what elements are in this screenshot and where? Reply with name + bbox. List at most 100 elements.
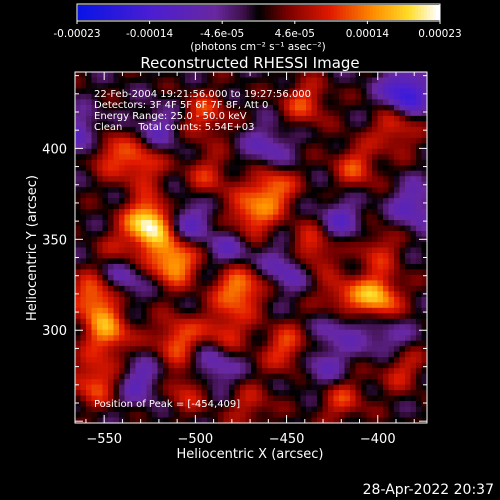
image-pixel: [196, 351, 202, 358]
image-pixel: [317, 384, 323, 391]
image-pixel: [394, 390, 400, 396]
image-pixel: [157, 291, 164, 298]
image-pixel: [234, 346, 241, 353]
image-pixel: [361, 302, 367, 309]
image-pixel: [366, 99, 373, 106]
image-pixel: [372, 395, 378, 402]
image-pixel: [218, 209, 224, 215]
image-pixel: [108, 181, 114, 188]
image-pixel: [75, 121, 81, 128]
image-pixel: [119, 406, 125, 413]
image-pixel: [416, 181, 422, 188]
image-pixel: [97, 242, 103, 248]
image-pixel: [174, 384, 180, 391]
image-pixel: [102, 313, 109, 320]
image-pixel: [421, 384, 428, 391]
image-pixel: [262, 159, 268, 166]
image-pixel: [416, 110, 422, 117]
image-pixel: [350, 395, 356, 402]
image-pixel: [306, 121, 312, 128]
image-pixel: [295, 373, 301, 380]
image-pixel: [394, 252, 400, 259]
image-pixel: [273, 192, 279, 199]
image-pixel: [284, 110, 290, 117]
image-pixel: [229, 231, 235, 237]
image-pixel: [234, 280, 241, 287]
image-pixel: [366, 384, 373, 391]
image-pixel: [355, 242, 362, 248]
image-pixel: [185, 126, 191, 133]
image-pixel: [157, 82, 164, 89]
image-pixel: [75, 346, 81, 353]
image-pixel: [240, 390, 246, 396]
image-pixel: [262, 247, 268, 254]
colorbar-cell: [270, 5, 275, 20]
image-pixel: [86, 170, 92, 177]
image-pixel: [234, 72, 241, 78]
image-pixel: [135, 209, 142, 215]
image-pixel: [130, 252, 136, 259]
image-pixel: [130, 362, 136, 369]
image-pixel: [218, 318, 224, 325]
image-pixel: [124, 302, 131, 309]
image-pixel: [207, 346, 213, 353]
image-pixel: [152, 143, 158, 150]
image-pixel: [399, 379, 406, 386]
image-pixel: [405, 302, 411, 309]
image-pixel: [223, 165, 230, 172]
image-pixel: [234, 395, 241, 402]
image-pixel: [399, 395, 406, 402]
image-pixel: [295, 198, 301, 205]
image-pixel: [383, 313, 389, 320]
image-pixel: [278, 126, 285, 133]
image-pixel: [190, 209, 197, 215]
image-pixel: [317, 263, 323, 270]
image-pixel: [135, 187, 142, 194]
image-pixel: [152, 340, 158, 347]
image-pixel: [245, 395, 252, 402]
image-pixel: [355, 88, 362, 95]
image-pixel: [119, 357, 125, 364]
image-pixel: [174, 187, 180, 194]
image-pixel: [394, 231, 400, 237]
image-pixel: [97, 236, 103, 243]
image-pixel: [350, 77, 356, 84]
image-pixel: [262, 313, 268, 320]
image-pixel: [91, 318, 98, 325]
image-pixel: [333, 417, 340, 424]
image-pixel: [157, 214, 164, 221]
image-pixel: [108, 351, 114, 358]
image-pixel: [339, 390, 345, 396]
image-pixel: [311, 252, 318, 259]
image-pixel: [179, 93, 186, 100]
image-pixel: [300, 137, 307, 144]
image-pixel: [174, 115, 180, 122]
image-pixel: [113, 72, 120, 78]
image-pixel: [179, 176, 186, 183]
image-pixel: [146, 329, 153, 336]
image-pixel: [245, 192, 252, 199]
colorbar-unit-label: (photons cm⁻² s⁻¹ asec⁻²): [190, 41, 325, 53]
image-pixel: [234, 362, 241, 369]
image-pixel: [333, 335, 340, 342]
image-pixel: [361, 384, 367, 391]
image-pixel: [311, 329, 318, 336]
image-pixel: [174, 236, 180, 243]
image-pixel: [273, 302, 279, 309]
image-pixel: [405, 170, 411, 177]
image-pixel: [289, 187, 296, 194]
image-pixel: [201, 126, 208, 133]
image-pixel: [124, 148, 131, 155]
image-pixel: [108, 291, 114, 298]
image-pixel: [113, 214, 120, 221]
image-pixel: [135, 143, 142, 150]
image-pixel: [141, 220, 147, 226]
image-pixel: [328, 390, 334, 396]
image-pixel: [91, 165, 98, 172]
image-pixel: [168, 324, 175, 331]
image-pixel: [174, 192, 180, 199]
image-pixel: [372, 340, 378, 347]
image-pixel: [218, 115, 224, 122]
image-pixel: [262, 373, 268, 380]
image-pixel: [278, 209, 285, 215]
